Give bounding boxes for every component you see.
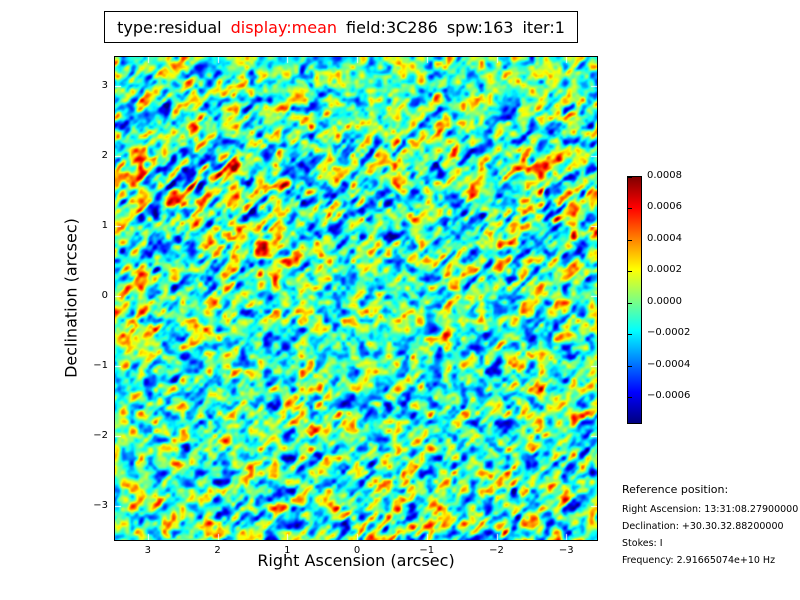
title-segment-spw: spw:163 — [446, 17, 514, 37]
y-tick-label: 3 — [101, 80, 108, 92]
colorbar-tick — [628, 239, 632, 241]
title-segment-display: display:mean — [230, 17, 338, 37]
reference-frequency: Frequency: 2.91665074e+10 Hz — [622, 555, 776, 566]
reference-declination: Declination: +30.30.32.88200000 — [622, 521, 784, 532]
colorbar-tick-label: 0.0000 — [647, 295, 682, 307]
colorbar-tick-label: 0.0002 — [647, 264, 682, 276]
title-segment-iter: iter:1 — [522, 17, 565, 37]
plot-title-box: type:residual display:mean field:3C286 s… — [104, 11, 578, 43]
plot-frame — [114, 56, 598, 541]
colorbar-tick-label: 0.0006 — [647, 201, 682, 213]
reference-right-ascension: Right Ascension: 13:31:08.27900000 — [622, 504, 799, 515]
y-tick-label: −1 — [93, 360, 108, 372]
x-tick-label: −3 — [558, 545, 574, 556]
x-tick-label: 3 — [144, 545, 151, 556]
x-tick-label: −1 — [419, 545, 435, 556]
title-segment-type: type:residual — [117, 17, 222, 37]
y-tick-label: 0 — [101, 290, 108, 302]
x-axis-label: Right Ascension (arcsec) — [257, 551, 455, 570]
y-tick-label: −3 — [93, 500, 108, 512]
reference-stokes: Stokes: I — [622, 538, 663, 549]
colorbar-tick — [628, 334, 632, 336]
y-tick-label: 1 — [101, 220, 108, 232]
y-tick-label: −2 — [93, 430, 108, 442]
colorbar-tick — [628, 208, 632, 210]
residual-heatmap-canvas — [115, 57, 597, 540]
title-segment-field: field:3C286 — [346, 17, 438, 37]
colorbar-tick-label: 0.0004 — [647, 232, 682, 244]
x-tick-label: 2 — [214, 545, 221, 556]
colorbar-gradient — [627, 176, 642, 424]
colorbar-tick-label: −0.0006 — [647, 390, 691, 402]
x-tick-label: 0 — [353, 545, 361, 556]
colorbar-tick-label: −0.0004 — [647, 358, 691, 370]
colorbar-tick-label: −0.0002 — [647, 327, 691, 339]
x-tick-label: −2 — [489, 545, 504, 556]
colorbar-tick — [628, 365, 632, 367]
colorbar-tick — [628, 271, 632, 273]
colorbar-tick — [628, 177, 632, 178]
y-tick-label: 2 — [101, 150, 108, 162]
colorbar-tick — [628, 397, 632, 399]
x-tick-label: 1 — [284, 545, 291, 556]
colorbar-tick — [628, 302, 632, 304]
reference-position-block: Reference position: Right Ascension: 13:… — [622, 483, 798, 572]
reference-header: Reference position: — [622, 483, 729, 496]
colorbar-tick-label: 0.0008 — [647, 170, 682, 181]
